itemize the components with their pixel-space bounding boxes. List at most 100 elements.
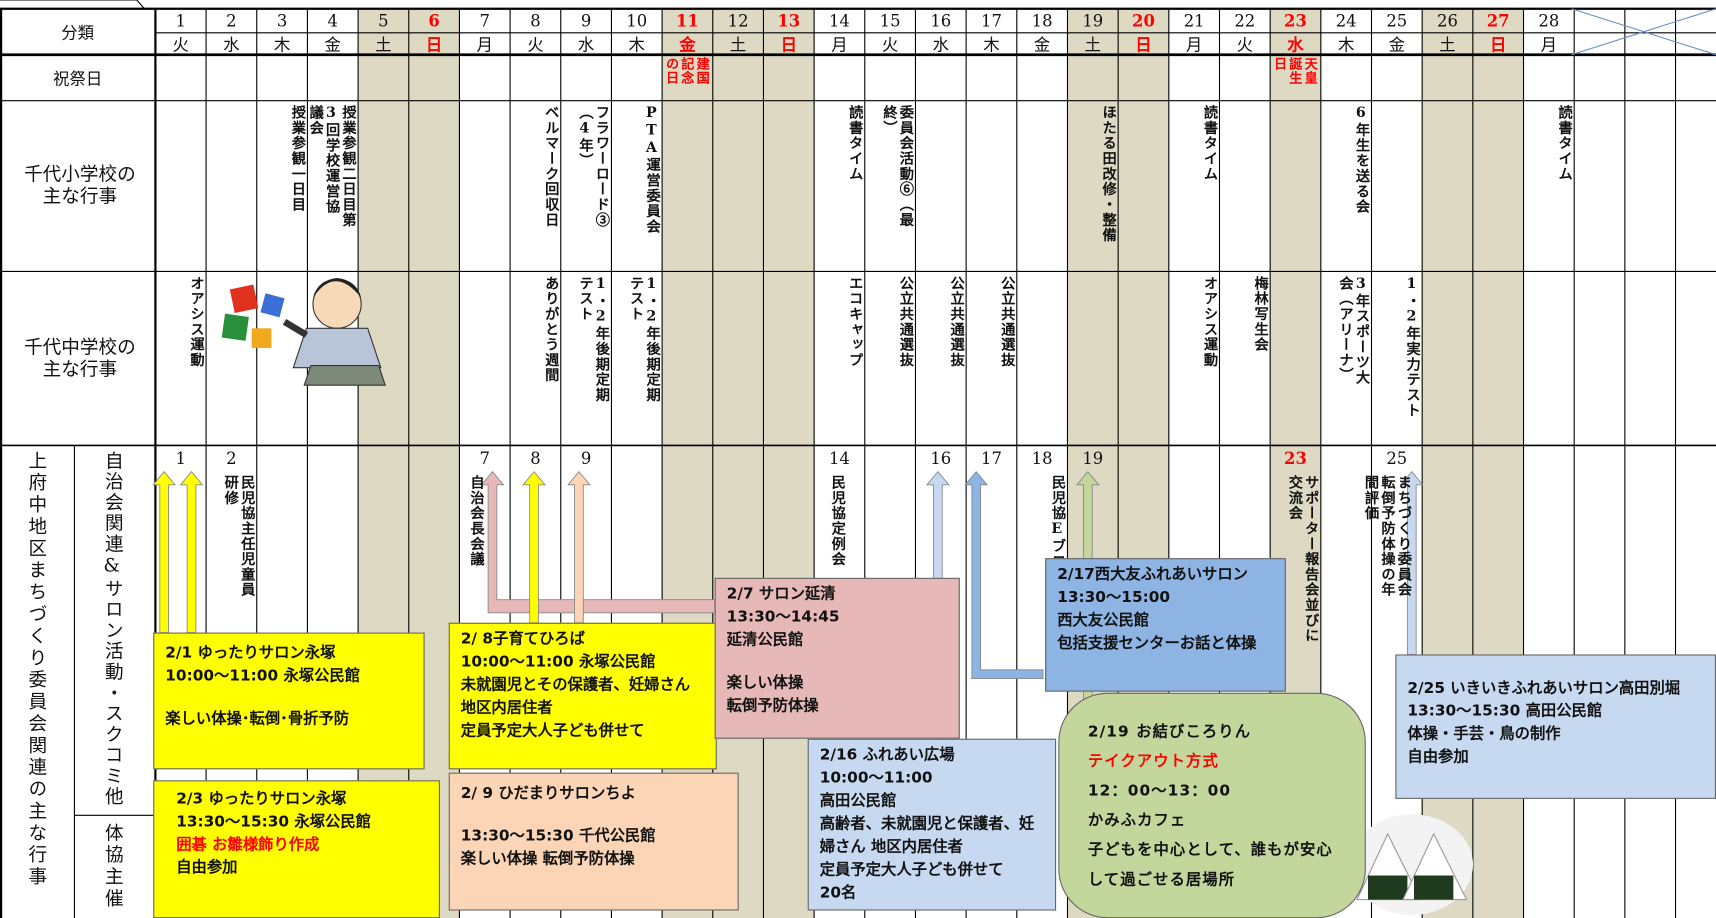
elementary-label: 千代小学校の主な行事 [24,164,136,208]
box-line: 楽しい体操 [726,674,804,692]
event-text: 公立共通選抜 [947,275,964,368]
district-label: 上府中地区まちづくり委員会関連の主な行事 [24,450,46,889]
box-line: 10:00～11:00 永塚公民館 [460,653,656,671]
day-number: 2 [226,10,237,31]
community-date: 2 [226,448,237,469]
day-number: 24 [1335,10,1357,31]
onigiri-image [1350,814,1474,915]
rule [136,0,145,10]
arrow [152,471,177,634]
weekday: 日 [1135,34,1152,55]
day-number: 27 [1486,10,1510,31]
weekday: 月 [831,34,848,55]
day-number: 15 [879,10,901,31]
day-number: 22 [1234,10,1256,31]
box-line: 囲碁 お雛様飾り作成 [176,836,320,854]
weekend-shade [763,8,815,918]
event-box: 2/17西大友ふれあいサロン 13:30～15:00 西大友公民館 包括支援センターお… [1045,558,1286,692]
junior-label: 千代中学校の主な行事 [24,336,136,381]
event-text: フラワーロード③（4年） [576,105,609,228]
event-text: 読書タイム [1200,105,1217,182]
event-box: 2/25 いきいきふれあいサロン高田別堀 13:30～15:30 高田公民館 体操・… [1395,654,1716,799]
day-number: 25 [1386,10,1408,31]
event-text: オアシス運動 [1200,275,1217,368]
box-line: 未就園児とその保護者、妊婦さん 地区内居住者 [460,676,691,717]
weekday: 金 [1388,34,1406,55]
holiday-text: 天皇誕生日 [1272,56,1319,86]
day-number: 5 [378,10,389,31]
box-line: 包括支援センターお話と体操 [1057,634,1257,653]
rule [1571,8,1716,56]
community-date: 8 [530,448,541,469]
event-box: 2/7 サロン延清 13:30～14:45 延清公民館 楽しい体操 転倒予防体操 [714,577,960,739]
box-line: かみふカフェ [1087,812,1187,830]
event-text: 読書タイム [845,105,863,182]
event-text: 委員会活動⑥（最終） [880,105,913,228]
box-line: 2/ 8子育てひろば [460,630,585,648]
day-number: 21 [1183,10,1205,31]
box-line: 13:30～15:00 [1057,588,1171,607]
weekday: 月 [1540,34,1558,55]
weekday: 水 [1287,34,1304,55]
event-text: 1・2年後期定期テスト [576,275,609,403]
arrow [1399,471,1424,655]
day-number: 18 [1031,10,1053,31]
community-date: 7 [479,448,490,469]
category-label: 分類 [61,22,95,43]
box-line: 2/17西大友ふれあいサロン [1057,565,1248,584]
weekday: 水 [223,34,240,55]
box-line: 20名 [819,884,857,902]
event-text: まちづくり委員会転倒予防体操の年間評価 [1361,474,1411,598]
weekend-shade [712,8,764,918]
box-line: 自由参加 [1407,748,1469,767]
weekday: 木 [983,34,1000,55]
box-line: 定員予定大人子ども併せて [460,722,645,740]
arrow [480,471,716,614]
day-number: 13 [777,10,801,31]
event-text: 授業参観一日目 [288,105,305,213]
box-line: 2/1 ゆったりサロン永塚 [165,644,336,663]
weekday: 火 [881,34,899,55]
day-number: 16 [930,10,952,31]
weekday: 日 [1489,34,1507,55]
box-line: 12：00～13：00 [1087,782,1232,801]
day-number: 12 [727,10,749,31]
community-date: 9 [580,448,592,469]
box-line: 2/19 お結びころりん [1087,723,1252,741]
event-box: 2/ 8子育てひろば 10:00～11:00 永塚公民館未就園児とその保護者、妊婦… [448,622,717,770]
event-box: 2/ 9 ひだまりサロンちよ 13:30～15:30 千代公民館 楽しい体操 転倒予… [448,772,739,911]
day-number: 20 [1132,10,1155,31]
weekday: 日 [425,34,443,55]
day-number: 28 [1538,10,1560,31]
weekday: 水 [932,34,950,55]
box-line: 10:00～11:00 永塚公民館 [165,667,361,686]
arrow [522,471,546,624]
event-text: 1・2年後期定期テスト [626,275,660,403]
arrow [964,471,1044,679]
event-box: 2/16 ふれあい広場 10:00～11:00 高田公民館 高齢者、未就園児と保護者、… [807,738,1057,911]
holiday-text: 建国記念の日 [664,56,711,86]
weekday: 木 [1337,34,1355,55]
box-line: 2/25 いきいきふれあいサロン高田別堀 [1407,679,1681,698]
event-text: 公立共通選抜 [896,275,913,368]
box-line: 2/16 ふれあい広場 [819,746,955,764]
community-date: 23 [1284,448,1307,469]
community-date: 17 [981,448,1002,469]
event-text: オアシス運動 [187,275,204,368]
arrow [567,471,591,624]
weekday: 金 [324,34,341,55]
weekday: 月 [1185,34,1203,55]
day-number: 9 [580,10,592,31]
sports-label: 体協主催 [100,822,123,911]
day-number: 8 [530,10,541,31]
box-line: 定員予定大人子ども併せて [819,861,1004,879]
box-line: 楽しい体操 転倒予防体操 [460,850,635,868]
holiday-label: 祝祭日 [53,68,103,89]
box-line: テイクアウト方式 [1087,752,1219,771]
box-line: 転倒予防体操 [726,697,819,715]
day-number: 7 [479,10,490,31]
community-label: 自治会関連&サロン活動・スクコミ他 [100,450,123,808]
event-text: 民児協定例会 [828,474,845,567]
event-text: PTA運営委員会 [643,105,660,235]
